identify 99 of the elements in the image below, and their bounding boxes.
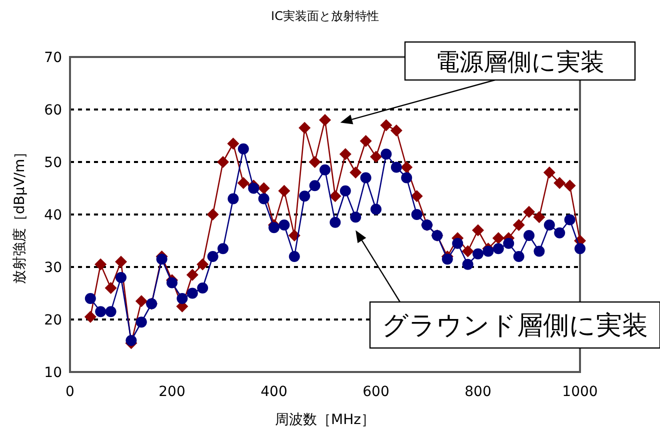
point — [186, 288, 198, 299]
point — [482, 246, 494, 257]
point — [390, 162, 402, 173]
point — [258, 193, 270, 204]
point — [339, 148, 352, 160]
y-tick-label: 20 — [44, 312, 62, 328]
point — [84, 293, 96, 304]
point — [472, 248, 484, 260]
point — [512, 219, 525, 231]
point — [411, 209, 422, 220]
point — [136, 316, 147, 328]
point — [400, 161, 413, 174]
point — [543, 166, 556, 178]
point — [574, 243, 586, 254]
point — [442, 254, 453, 265]
point — [554, 177, 566, 189]
x-tick-label: 800 — [464, 384, 492, 400]
point — [462, 258, 474, 270]
point — [534, 246, 545, 257]
point — [472, 224, 484, 236]
point — [176, 293, 188, 304]
point — [84, 310, 96, 323]
point — [227, 138, 240, 150]
point — [492, 232, 504, 244]
point — [197, 282, 208, 294]
point — [238, 143, 249, 154]
point — [156, 254, 168, 265]
point — [523, 206, 535, 218]
point — [207, 251, 218, 262]
point — [492, 243, 504, 254]
point — [308, 156, 321, 168]
y-tick-label: 60 — [44, 102, 62, 118]
y-tick-label: 30 — [44, 260, 62, 276]
point — [452, 238, 464, 249]
point — [329, 190, 342, 202]
point — [115, 256, 127, 268]
point — [503, 238, 514, 249]
point — [360, 135, 372, 147]
point — [319, 114, 331, 126]
y-tick-label: 70 — [44, 50, 62, 66]
point — [564, 214, 576, 226]
point — [554, 227, 566, 238]
point — [340, 185, 351, 196]
point — [309, 180, 320, 192]
point — [116, 272, 126, 283]
point — [298, 122, 311, 134]
text: グラウンド層側に実装 — [382, 311, 648, 341]
y-tick-label: 10 — [44, 365, 62, 381]
point — [278, 184, 290, 197]
point — [206, 208, 219, 220]
point — [410, 190, 423, 202]
point — [299, 190, 310, 202]
point — [370, 150, 382, 163]
text: 電源層側に実装 — [436, 48, 604, 76]
point — [380, 148, 392, 160]
point — [513, 251, 524, 262]
point — [524, 230, 534, 241]
point — [105, 306, 116, 318]
point — [218, 243, 228, 254]
point — [533, 211, 546, 224]
point — [237, 177, 250, 189]
point — [248, 182, 260, 194]
x-tick-label: 200 — [158, 384, 186, 400]
point — [350, 166, 362, 178]
point — [360, 172, 372, 184]
y-tick-label: 50 — [44, 155, 62, 171]
point — [330, 216, 341, 228]
point — [350, 212, 362, 223]
point — [258, 182, 270, 194]
point — [126, 335, 137, 346]
point — [268, 222, 280, 234]
point — [186, 268, 198, 281]
point — [196, 258, 209, 270]
point — [401, 172, 412, 184]
point — [370, 204, 382, 215]
y-axis-title: 放射強度［dBμV/m］ — [12, 144, 28, 284]
point — [380, 119, 392, 132]
x-tick-label: 400 — [260, 384, 288, 400]
point — [228, 193, 239, 204]
point — [462, 245, 474, 258]
x-tick-label: 1000 — [562, 384, 598, 400]
point — [564, 180, 576, 192]
point — [104, 282, 117, 294]
point — [320, 164, 330, 176]
point — [390, 124, 402, 136]
y-tick-label: 40 — [44, 208, 62, 224]
point — [288, 230, 300, 242]
point — [135, 295, 148, 308]
x-axis-title: 周波数［MHz］ — [275, 412, 375, 428]
x-tick-label: 600 — [362, 384, 390, 400]
point — [217, 156, 229, 168]
point — [94, 258, 107, 270]
chart-title: IC実装面と放射特性 — [271, 9, 379, 23]
point — [288, 251, 300, 262]
point — [544, 220, 555, 230]
point — [166, 277, 178, 288]
x-tick-label: 0 — [66, 384, 74, 400]
point — [95, 306, 106, 318]
point — [278, 220, 290, 230]
